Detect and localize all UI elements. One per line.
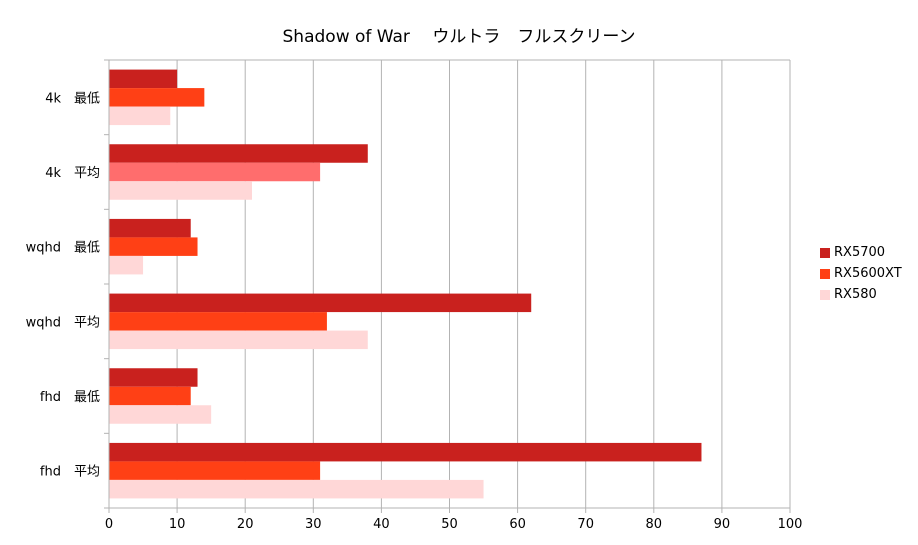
x-tick-label: 20 xyxy=(237,517,254,532)
bar xyxy=(109,69,178,89)
category-label: 4k 最低 xyxy=(45,91,100,106)
bar xyxy=(109,181,253,200)
legend-label: RX580 xyxy=(834,287,877,302)
x-tick-label: 50 xyxy=(441,517,458,532)
category-label: wqhd 平均 xyxy=(26,315,100,330)
axes xyxy=(104,59,791,513)
x-tick-label: 60 xyxy=(509,517,526,532)
bar xyxy=(109,237,198,256)
bar xyxy=(109,106,171,126)
bar xyxy=(109,479,484,499)
legend-item: RX580 xyxy=(820,284,902,305)
bar xyxy=(109,386,191,406)
chart-title: Shadow of War ウルトラ フルスクリーン xyxy=(282,27,636,47)
bar xyxy=(109,88,205,107)
x-tick-label: 100 xyxy=(778,517,803,532)
legend-swatch xyxy=(820,289,830,300)
legend-swatch xyxy=(820,247,830,258)
bar xyxy=(109,368,198,387)
x-tick-label: 40 xyxy=(373,517,390,532)
bar xyxy=(109,218,191,238)
legend-item: RX5600XT xyxy=(820,263,902,284)
grid-lines xyxy=(108,60,791,508)
x-tick-labels: 0 10 20 30 40 50 60 70 80 90 100 xyxy=(105,517,803,532)
x-tick-label: 30 xyxy=(305,517,322,532)
category-label: fhd 最低 xyxy=(40,390,100,405)
bar xyxy=(109,405,212,424)
x-tick-label: 80 xyxy=(646,517,663,532)
bar xyxy=(109,144,368,163)
bar xyxy=(109,162,321,182)
bar xyxy=(109,330,368,350)
bar xyxy=(109,312,327,331)
bar xyxy=(109,255,144,275)
category-label: wqhd 最低 xyxy=(26,241,100,256)
category-label: fhd 平均 xyxy=(40,465,100,480)
x-tick-label: 10 xyxy=(169,517,186,532)
legend-label: RX5700 xyxy=(834,245,886,260)
category-labels: 4k 最低 4k 平均 wqhd 最低 wqhd 平均 fhd 最低 fhd 平均 xyxy=(26,91,100,479)
legend-label: RX5600XT xyxy=(834,266,902,281)
x-tick-label: 0 xyxy=(105,517,113,532)
legend-item: RX5700 xyxy=(820,242,902,263)
category-label: 4k 平均 xyxy=(45,166,100,181)
bar xyxy=(109,442,702,462)
x-tick-label: 90 xyxy=(714,517,731,532)
bar xyxy=(109,461,321,480)
x-tick-label: 70 xyxy=(577,517,594,532)
bar-group xyxy=(109,69,702,499)
bar xyxy=(109,293,532,313)
legend: RX5700 RX5600XT RX580 xyxy=(820,242,902,305)
legend-swatch xyxy=(820,268,830,279)
